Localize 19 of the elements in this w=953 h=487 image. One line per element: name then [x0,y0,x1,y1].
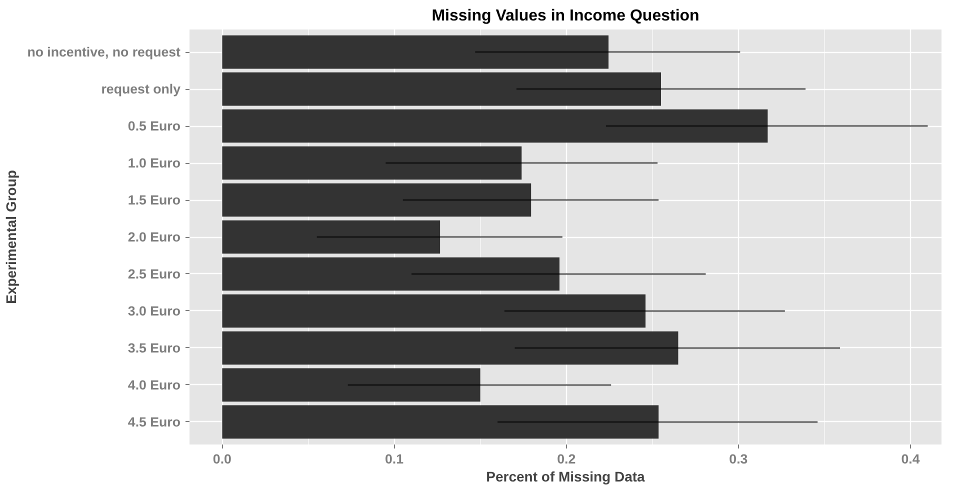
y-tick-label: 3.5 Euro [128,340,181,356]
x-tick-label: 0.3 [729,452,748,466]
y-tick-label: 2.5 Euro [128,266,181,282]
x-tick-label: 0.0 [212,452,232,466]
x-tick-label: 0.1 [385,452,404,466]
y-tick-label: 2.0 Euro [128,230,181,244]
y-axis-title: Experimental Group [3,170,20,304]
y-tick-label: 4.0 Euro [128,377,181,392]
x-tick-label: 0.4 [901,452,920,466]
y-tick-label: 1.5 Euro [128,192,181,208]
y-tick-label: no incentive, no request [27,44,182,60]
y-tick-label: 3.0 Euro [128,303,181,318]
y-tick-label: request only [101,82,182,97]
x-tick-label: 0.2 [557,452,576,466]
chart-title: Missing Values in Income Question [432,8,700,24]
y-tick-label: 4.5 Euro [128,414,181,430]
y-tick-label: 1.0 Euro [128,156,181,171]
y-tick-label: 0.5 Euro [128,118,181,134]
x-axis-title: Percent of Missing Data [486,468,646,484]
